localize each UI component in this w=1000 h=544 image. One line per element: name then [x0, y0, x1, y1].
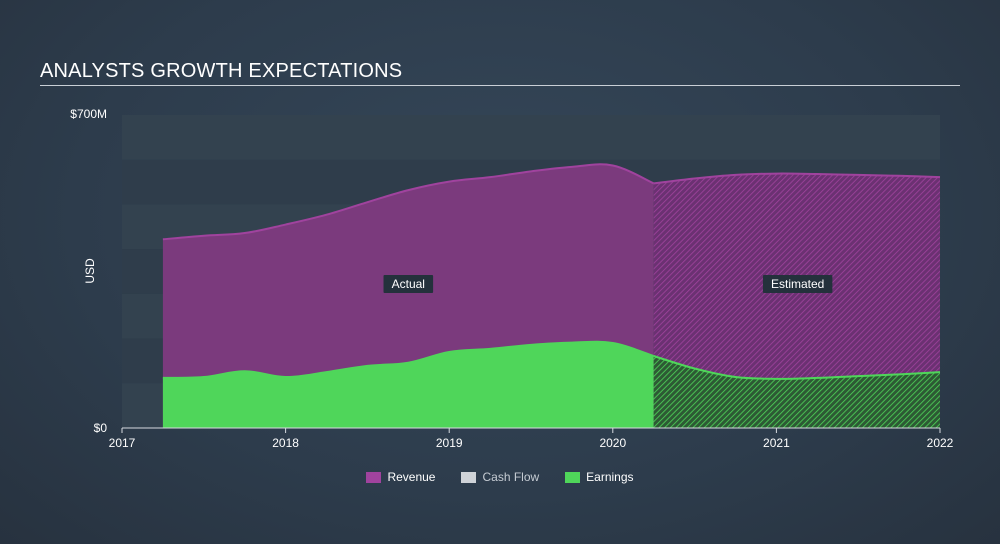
series-areas — [162, 163, 941, 428]
actual-label-text: Actual — [392, 277, 425, 291]
y-tick-label-bottom: $0 — [94, 421, 108, 435]
earnings-estimated-area — [653, 356, 940, 428]
legend-item-revenue[interactable]: Revenue — [366, 470, 435, 484]
y-tick-label-top: $700M — [70, 107, 107, 121]
title-divider — [40, 85, 960, 86]
earnings-actual-line — [162, 340, 655, 379]
x-tick-label: 2019 — [436, 436, 463, 450]
legend-item-cash-flow[interactable]: Cash Flow — [461, 470, 539, 484]
x-tick-label: 2020 — [599, 436, 626, 450]
revenue-estimated-line — [653, 172, 941, 185]
legend-label-earnings: Earnings — [586, 470, 634, 484]
earnings-estimated-line — [653, 355, 941, 380]
axes: 2017 2018 2019 2020 2021 2022 $700M $0 USD — [70, 107, 953, 450]
grid-band — [122, 115, 940, 160]
estimated-label-bg — [762, 275, 833, 293]
legend-swatch-cash-flow — [461, 471, 477, 483]
x-tick-label: 2022 — [927, 436, 954, 450]
revenue-estimated-area — [653, 173, 940, 428]
legend-swatch-earnings — [565, 471, 581, 483]
chart-title: ANALYSTS GROWTH EXPECTATIONS — [40, 60, 403, 82]
legend: Revenue Cash Flow Earnings — [0, 470, 1000, 484]
revenue-actual-line — [162, 163, 655, 241]
legend-label-revenue: Revenue — [387, 470, 436, 484]
legend-label-cash-flow: Cash Flow — [482, 470, 540, 484]
actual-label-bg — [383, 275, 434, 293]
x-tick-label: 2017 — [109, 436, 136, 450]
legend-swatch-revenue — [366, 471, 382, 483]
actual-label: Actual — [383, 275, 434, 293]
x-tick-label: 2018 — [272, 436, 299, 450]
y-axis-label: USD — [83, 258, 97, 284]
earnings-actual-area — [162, 341, 654, 428]
legend-item-earnings[interactable]: Earnings — [565, 470, 634, 484]
region-labels: Actual Estimated — [383, 275, 833, 293]
estimated-label: Estimated — [762, 275, 833, 293]
estimated-label-text: Estimated — [771, 277, 824, 291]
x-tick-label: 2021 — [763, 436, 790, 450]
